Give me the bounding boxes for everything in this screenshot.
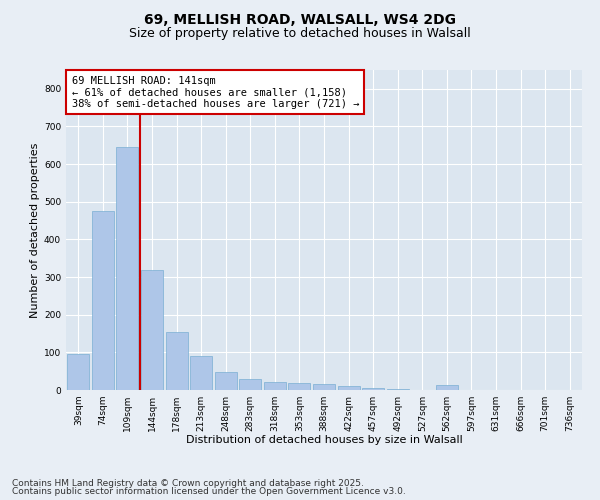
Bar <box>166 332 188 390</box>
Bar <box>116 147 139 390</box>
Bar <box>264 382 286 390</box>
Bar <box>215 372 237 390</box>
Text: Contains public sector information licensed under the Open Government Licence v3: Contains public sector information licen… <box>12 487 406 496</box>
Bar <box>436 386 458 390</box>
Bar <box>92 211 114 390</box>
Text: 69 MELLISH ROAD: 141sqm
← 61% of detached houses are smaller (1,158)
38% of semi: 69 MELLISH ROAD: 141sqm ← 61% of detache… <box>71 76 359 109</box>
Text: Contains HM Land Registry data © Crown copyright and database right 2025.: Contains HM Land Registry data © Crown c… <box>12 478 364 488</box>
Bar <box>386 389 409 390</box>
Bar <box>289 383 310 390</box>
Y-axis label: Number of detached properties: Number of detached properties <box>30 142 40 318</box>
Bar <box>362 388 384 390</box>
Bar <box>239 380 262 390</box>
Text: 69, MELLISH ROAD, WALSALL, WS4 2DG: 69, MELLISH ROAD, WALSALL, WS4 2DG <box>144 12 456 26</box>
X-axis label: Distribution of detached houses by size in Walsall: Distribution of detached houses by size … <box>185 436 463 446</box>
Bar <box>338 386 359 390</box>
Bar <box>313 384 335 390</box>
Bar <box>190 356 212 390</box>
Bar <box>67 354 89 390</box>
Text: Size of property relative to detached houses in Walsall: Size of property relative to detached ho… <box>129 28 471 40</box>
Bar <box>141 270 163 390</box>
